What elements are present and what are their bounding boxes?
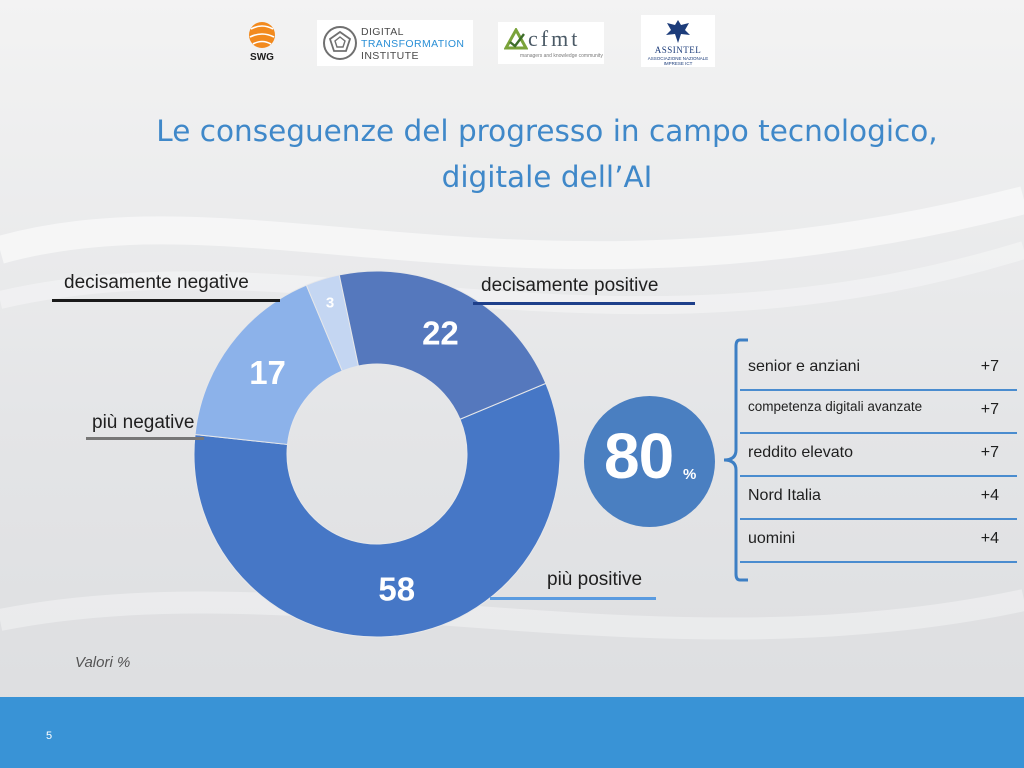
donut-slice-più-positive — [193, 382, 561, 638]
donut-slice-decisamente-positive — [338, 270, 547, 420]
cfmt-logo-tagline: managers and knowledge community — [520, 53, 603, 59]
label-piu-positive: più positive — [547, 569, 643, 590]
slide-title: Le conseguenze del progresso in campo te… — [60, 108, 1024, 200]
row-label: reddito elevato — [748, 444, 853, 461]
label-piu-negative: più negative — [92, 412, 195, 433]
donut-value-label: 3 — [326, 295, 334, 312]
badge-value: 80 — [604, 420, 674, 492]
row-value: +4 — [980, 487, 999, 504]
table-row: uomini +4 — [740, 520, 1017, 563]
cfmt-logo-name: cfmt — [528, 26, 581, 51]
table-row: reddito elevato +7 — [740, 434, 1017, 477]
assintel-logo-tagline: ASSOCIAZIONE NAZIONALE IMPRESE ICT — [647, 56, 709, 66]
polyhedron-icon — [323, 26, 357, 60]
cfmt-logo: cfmt managers and knowledge community — [498, 22, 604, 64]
table-row: competenza digitali avanzate +7 — [740, 391, 1017, 434]
row-label: senior e anziani — [748, 358, 861, 375]
slide-title-line1: Le conseguenze del progresso in campo te… — [156, 114, 938, 148]
dti-logo-line2: TRANSFORMATION — [361, 38, 465, 50]
donut-value-label: 22 — [422, 315, 459, 352]
leader-decisamente-negative — [52, 299, 280, 302]
bracket-decoration — [723, 338, 748, 582]
row-label: competenza digitali avanzate — [748, 399, 923, 414]
leader-decisamente-positive — [473, 302, 695, 305]
table-row: Nord Italia +4 — [740, 477, 1017, 520]
total-positive-badge: 80 % — [584, 396, 715, 527]
donut-value-label: 58 — [378, 571, 415, 608]
row-label: Nord Italia — [748, 487, 821, 504]
values-note: Valori % — [75, 654, 131, 671]
footer-bar: 5 — [0, 697, 1024, 768]
table-row: senior e anziani +7 — [740, 348, 1017, 391]
row-value: +4 — [980, 530, 999, 547]
row-label: uomini — [748, 530, 796, 547]
row-value: +7 — [980, 358, 999, 375]
slide-title-line2: digitale dell’AI — [441, 160, 653, 194]
donut-value-label: 17 — [249, 354, 286, 391]
eagle-emblem-icon — [666, 20, 690, 43]
assintel-logo-name: ASSINTEL — [654, 45, 702, 55]
breakdown-table: senior e anziani +7 competenza digitali … — [740, 348, 1017, 563]
leader-piu-positive — [490, 597, 656, 600]
row-value: +7 — [980, 401, 999, 418]
triangle-check-icon — [504, 28, 528, 50]
dti-logo-line3: INSTITUTE — [361, 50, 419, 62]
swg-globe-icon — [249, 22, 275, 48]
label-decisamente-positive: decisamente positive — [481, 275, 659, 296]
assintel-logo: ASSINTEL ASSOCIAZIONE NAZIONALE IMPRESE … — [641, 15, 715, 67]
badge-unit: % — [683, 466, 697, 483]
row-value: +7 — [980, 444, 999, 461]
leader-piu-negative — [86, 437, 204, 440]
page-number: 5 — [46, 730, 53, 742]
swg-logo-text: SWG — [250, 52, 274, 63]
donut-chart: 58 17 3 22 — [193, 270, 561, 638]
swg-logo: SWG — [238, 18, 286, 66]
label-decisamente-negative: decisamente negative — [64, 272, 249, 293]
dti-logo-line1: DIGITAL — [361, 26, 404, 38]
donut-slice-più-negative — [194, 284, 343, 445]
dti-logo: DIGITAL TRANSFORMATION INSTITUTE — [317, 20, 473, 66]
